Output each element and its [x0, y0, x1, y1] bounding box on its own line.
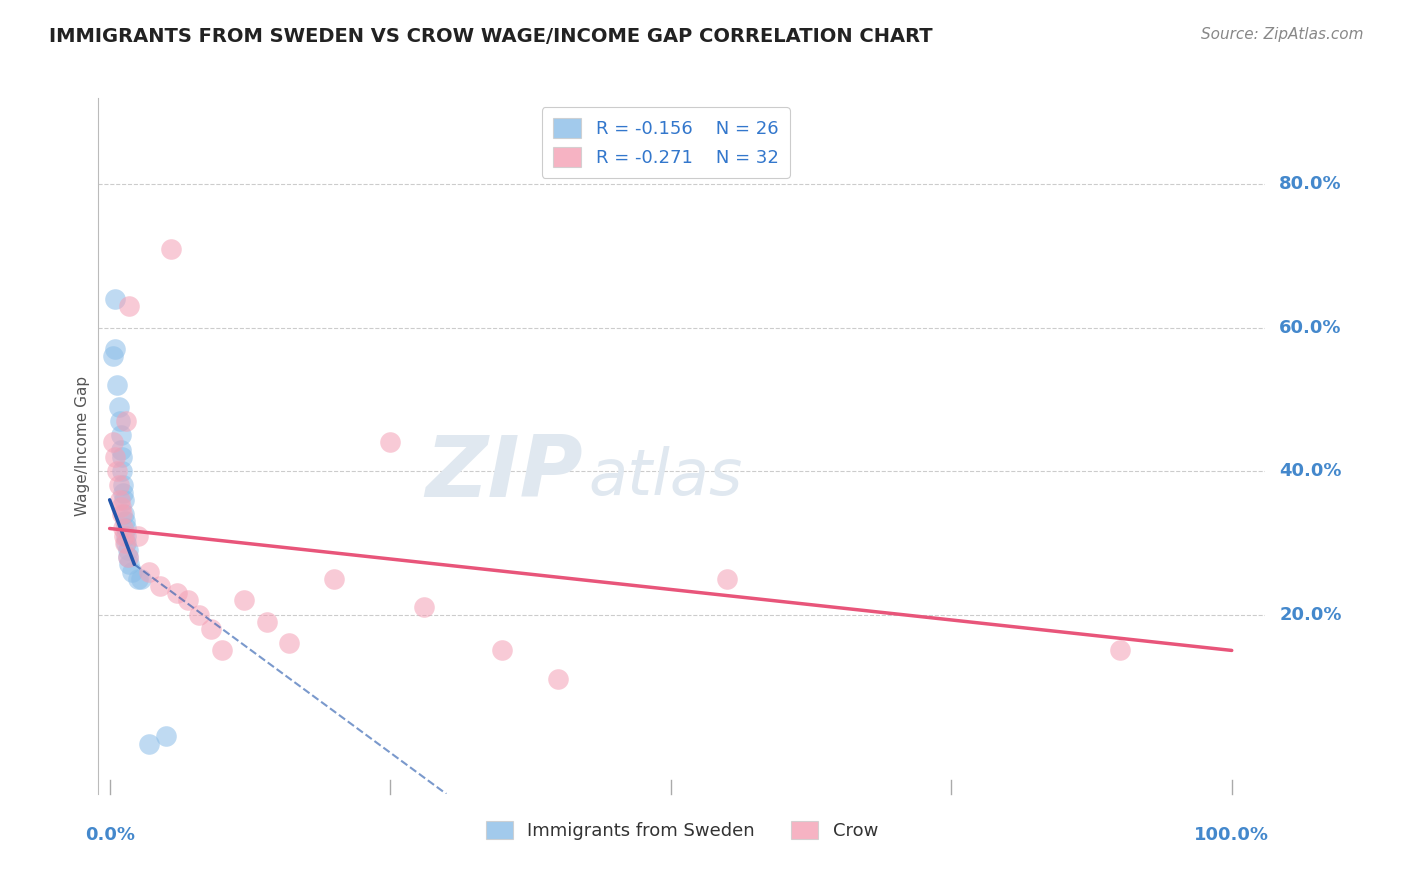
Point	[491, 643, 513, 657]
Text: IMMIGRANTS FROM SWEDEN VS CROW WAGE/INCOME GAP CORRELATION CHART: IMMIGRANTS FROM SWEDEN VS CROW WAGE/INCO…	[49, 27, 932, 45]
Point	[211, 643, 233, 657]
Point	[112, 478, 135, 492]
Point	[114, 514, 136, 528]
Point	[107, 400, 129, 414]
Point	[115, 521, 138, 535]
Point	[101, 435, 124, 450]
Point	[166, 586, 188, 600]
Point	[114, 536, 136, 550]
Text: 20.0%: 20.0%	[1279, 606, 1341, 624]
Point	[104, 342, 127, 356]
Point	[112, 529, 135, 543]
Point	[177, 593, 200, 607]
Point	[110, 442, 132, 457]
Point	[117, 543, 139, 558]
Point	[149, 579, 172, 593]
Point	[117, 550, 139, 565]
Text: 100.0%: 100.0%	[1194, 826, 1270, 844]
Point	[323, 572, 346, 586]
Point	[118, 558, 141, 572]
Point	[256, 615, 278, 629]
Point	[112, 492, 135, 507]
Point	[278, 636, 301, 650]
Point	[121, 565, 143, 579]
Y-axis label: Wage/Income Gap: Wage/Income Gap	[75, 376, 90, 516]
Point	[380, 435, 402, 450]
Point	[108, 414, 131, 428]
Point	[115, 414, 138, 428]
Point	[129, 572, 152, 586]
Point	[104, 450, 127, 464]
Point	[107, 378, 129, 392]
Point	[107, 464, 129, 478]
Text: 60.0%: 60.0%	[1279, 318, 1341, 336]
Text: 0.0%: 0.0%	[84, 826, 135, 844]
Point	[547, 672, 569, 686]
Point	[110, 500, 132, 514]
Point	[160, 242, 183, 256]
Point	[115, 529, 138, 543]
Point	[115, 536, 138, 550]
Point	[108, 492, 131, 507]
Point	[127, 529, 149, 543]
Point	[110, 428, 132, 442]
Point	[138, 737, 160, 751]
Text: Source: ZipAtlas.com: Source: ZipAtlas.com	[1201, 27, 1364, 42]
Point	[111, 464, 134, 478]
Point	[112, 485, 135, 500]
Point	[412, 600, 434, 615]
Point	[101, 349, 124, 363]
Point	[111, 450, 134, 464]
Point	[155, 730, 177, 744]
Legend: Immigrants from Sweden, Crow: Immigrants from Sweden, Crow	[478, 814, 886, 847]
Point	[138, 565, 160, 579]
Point	[1108, 643, 1130, 657]
Text: 80.0%: 80.0%	[1279, 175, 1341, 194]
Point	[107, 478, 129, 492]
Point	[233, 593, 256, 607]
Point	[117, 550, 139, 565]
Point	[104, 292, 127, 306]
Text: atlas: atlas	[589, 446, 742, 508]
Point	[111, 507, 134, 521]
Point	[200, 622, 222, 636]
Point	[188, 607, 211, 622]
Point	[112, 521, 135, 535]
Text: 40.0%: 40.0%	[1279, 462, 1341, 480]
Point	[127, 572, 149, 586]
Point	[716, 572, 738, 586]
Text: ZIP: ZIP	[425, 433, 582, 516]
Point	[118, 299, 141, 313]
Point	[112, 507, 135, 521]
